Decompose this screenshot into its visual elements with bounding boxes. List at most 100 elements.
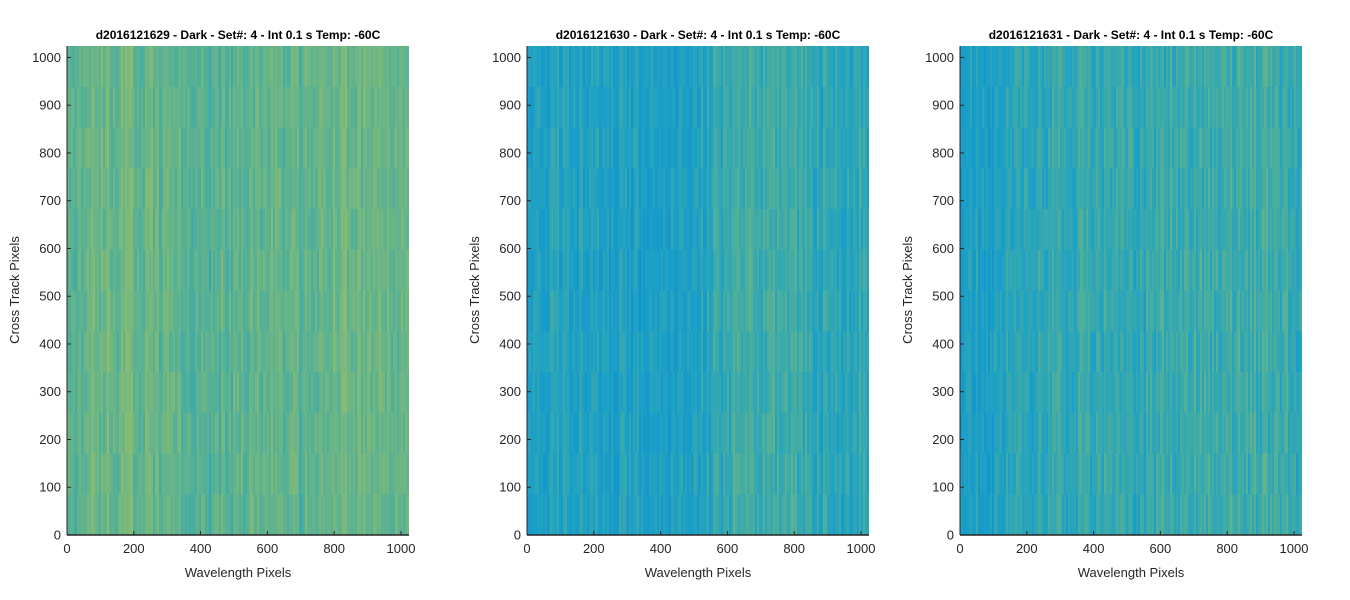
heatmap-cell (970, 86, 972, 128)
heatmap-cell (1048, 372, 1050, 414)
heatmap-cell (1062, 209, 1064, 251)
heatmap-cell (643, 453, 645, 495)
heatmap-cell (671, 209, 673, 251)
heatmap-cell (125, 249, 127, 291)
heatmap-cell (583, 127, 585, 169)
heatmap-cell (345, 453, 347, 495)
heatmap-cell (209, 86, 211, 128)
heatmap-cell (249, 86, 251, 128)
heatmap-cell (557, 372, 559, 414)
heatmap-cell (757, 209, 759, 251)
heatmap-cell (69, 127, 71, 169)
heatmap-cell (996, 453, 998, 495)
heatmap-cell (827, 372, 829, 414)
heatmap-cell (559, 46, 561, 88)
heatmap-cell (793, 412, 795, 454)
heatmap-cell (1054, 86, 1056, 128)
heatmap-cell (399, 412, 401, 454)
heatmap-cell (105, 86, 107, 128)
heatmap-cell (119, 331, 121, 373)
heatmap-cell (707, 290, 709, 332)
heatmap-cell (273, 290, 275, 332)
heatmap-cell (395, 209, 397, 251)
heatmap-cell (107, 46, 109, 88)
heatmap-cell (281, 86, 283, 128)
heatmap-cell (667, 290, 669, 332)
heatmap-cell (275, 127, 277, 169)
heatmap-cell (859, 494, 861, 536)
heatmap-cell (309, 249, 311, 291)
heatmap-cell (1058, 86, 1060, 128)
heatmap-cell (217, 249, 219, 291)
heatmap-cell (153, 453, 155, 495)
heatmap-cell (125, 372, 127, 414)
heatmap-cell (687, 372, 689, 414)
heatmap-cell (1050, 209, 1052, 251)
heatmap-cell (551, 453, 553, 495)
heatmap-cell (1056, 209, 1058, 251)
heatmap-cell (667, 209, 669, 251)
heatmap-cell (1082, 494, 1084, 536)
heatmap-cell (351, 46, 353, 88)
heatmap-cell (353, 494, 355, 536)
heatmap-cell (729, 209, 731, 251)
heatmap-cell (281, 453, 283, 495)
heatmap-cell (671, 46, 673, 88)
heatmap-cell (695, 168, 697, 210)
heatmap-cell (265, 412, 267, 454)
heatmap-cell (741, 209, 743, 251)
heatmap-cell (697, 331, 699, 373)
heatmap-cell (1084, 168, 1086, 210)
heatmap-cell (1066, 372, 1068, 414)
heatmap-cell (671, 86, 673, 128)
heatmap-cell (565, 494, 567, 536)
heatmap-cell (355, 86, 357, 128)
heatmap-cell (371, 372, 373, 414)
heatmap-cell (369, 372, 371, 414)
heatmap-cell (643, 412, 645, 454)
heatmap-cell (225, 127, 227, 169)
heatmap-cell (699, 86, 701, 128)
heatmap-cell (960, 331, 962, 373)
heatmap-cell (569, 168, 571, 210)
heatmap-cell (379, 86, 381, 128)
heatmap-cell (763, 412, 765, 454)
heatmap-cell (739, 453, 741, 495)
heatmap-cell (179, 46, 181, 88)
heatmap-cell (601, 46, 603, 88)
heatmap-cell (555, 86, 557, 128)
heatmap-cell (837, 46, 839, 88)
heatmap-cell (231, 46, 233, 88)
heatmap-cell (753, 372, 755, 414)
heatmap-cell (751, 209, 753, 251)
heatmap-cell (1058, 372, 1060, 414)
heatmap-cell (839, 209, 841, 251)
heatmap-cell (527, 46, 529, 88)
heatmap-cell (287, 453, 289, 495)
heatmap-cell (821, 331, 823, 373)
heatmap-cell (723, 331, 725, 373)
heatmap-cell (575, 46, 577, 88)
heatmap-cell (165, 168, 167, 210)
y-axis-label: Cross Track Pixels (467, 236, 482, 344)
heatmap-cell (721, 494, 723, 536)
heatmap-cell (745, 168, 747, 210)
heatmap-cell (974, 168, 976, 210)
heatmap-cell (992, 249, 994, 291)
heatmap-cell (289, 46, 291, 88)
heatmap-cell (976, 494, 978, 536)
heatmap-cell (661, 412, 663, 454)
heatmap-cell (1062, 372, 1064, 414)
heatmap-cell (593, 290, 595, 332)
heatmap-cell (769, 127, 771, 169)
heatmap-cell (711, 412, 713, 454)
heatmap-cell (109, 494, 111, 536)
heatmap-cell (976, 86, 978, 128)
heatmap-cell (960, 290, 962, 332)
heatmap-cell (1056, 249, 1058, 291)
heatmap-cell (113, 494, 115, 536)
heatmap-cell (545, 412, 547, 454)
heatmap-cell (543, 372, 545, 414)
heatmap-cell (359, 168, 361, 210)
heatmap-cell (978, 453, 980, 495)
